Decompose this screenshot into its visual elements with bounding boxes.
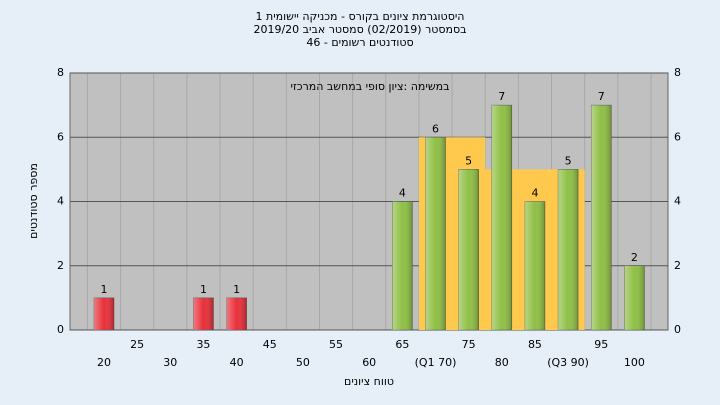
x-tick-label: 55 (329, 338, 343, 351)
x-tick-label: 95 (594, 338, 608, 351)
value-label: 2 (631, 251, 638, 264)
bar-shade (491, 105, 512, 330)
y2-tick-label: 6 (674, 130, 681, 143)
y-tick-label: 6 (57, 130, 64, 143)
bar-shade (94, 297, 114, 330)
x-tick-label: 30 (163, 356, 177, 369)
chart-title: היסטוגרמת ציונים בקורס - מכניקה יישומית … (256, 10, 465, 23)
value-label: 1 (233, 283, 240, 296)
value-label: 4 (399, 187, 406, 200)
x-tick-label: 25 (130, 338, 144, 351)
y-tick-label: 0 (57, 323, 64, 336)
x-tick-label: 80 (495, 356, 509, 369)
x-tick-label: 50 (296, 356, 310, 369)
chart-subtitle: סטודנטים רשומים - 46 (306, 36, 413, 49)
bar-shade (624, 265, 645, 330)
value-label: 1 (200, 283, 207, 296)
y-tick-label: 4 (57, 195, 64, 208)
x-tick-label: 100 (624, 356, 645, 369)
annotation: במשימה :ציון סופי במחשב המרכזי (290, 80, 449, 93)
bar-shade (193, 297, 214, 330)
bar-shade (392, 201, 413, 330)
x-tick-label: 45 (263, 338, 277, 351)
value-label: 5 (465, 154, 472, 167)
y2-tick-label: 8 (674, 66, 681, 79)
x-tick-label: 85 (528, 338, 542, 351)
bar-shade (591, 105, 612, 330)
bar-shade (524, 201, 545, 330)
x-tick-label: 60 (362, 356, 376, 369)
y2-tick-label: 4 (674, 195, 681, 208)
bar-shade (226, 297, 247, 330)
x-tick-label: 65 (395, 338, 409, 351)
chart-subtitle: בסמסטר (02/2019) סמסטר אביב 2019/20 (253, 23, 466, 36)
x-tick-label: 20 (97, 356, 111, 369)
bar-shade (458, 169, 479, 330)
y-tick-label: 2 (57, 259, 64, 272)
value-label: 7 (498, 90, 505, 103)
value-label: 1 (101, 283, 108, 296)
y-tick-label: 8 (57, 66, 64, 79)
value-label: 6 (432, 122, 439, 135)
x-tick-label: (Q1 70) (415, 356, 457, 369)
x-axis-label: טווח ציונים (344, 375, 394, 388)
value-label: 5 (565, 154, 572, 167)
x-tick-label: 75 (462, 338, 476, 351)
bar-shade (558, 169, 579, 330)
y-axis-label: מספר סטודנטים (27, 163, 40, 239)
value-label: 4 (531, 187, 538, 200)
x-tick-label: (Q3 90) (547, 356, 589, 369)
x-tick-label: 35 (196, 338, 210, 351)
value-label: 7 (598, 90, 605, 103)
y2-tick-label: 2 (674, 259, 681, 272)
bar-shade (425, 137, 446, 330)
y2-tick-label: 0 (674, 323, 681, 336)
x-tick-label: 40 (230, 356, 244, 369)
